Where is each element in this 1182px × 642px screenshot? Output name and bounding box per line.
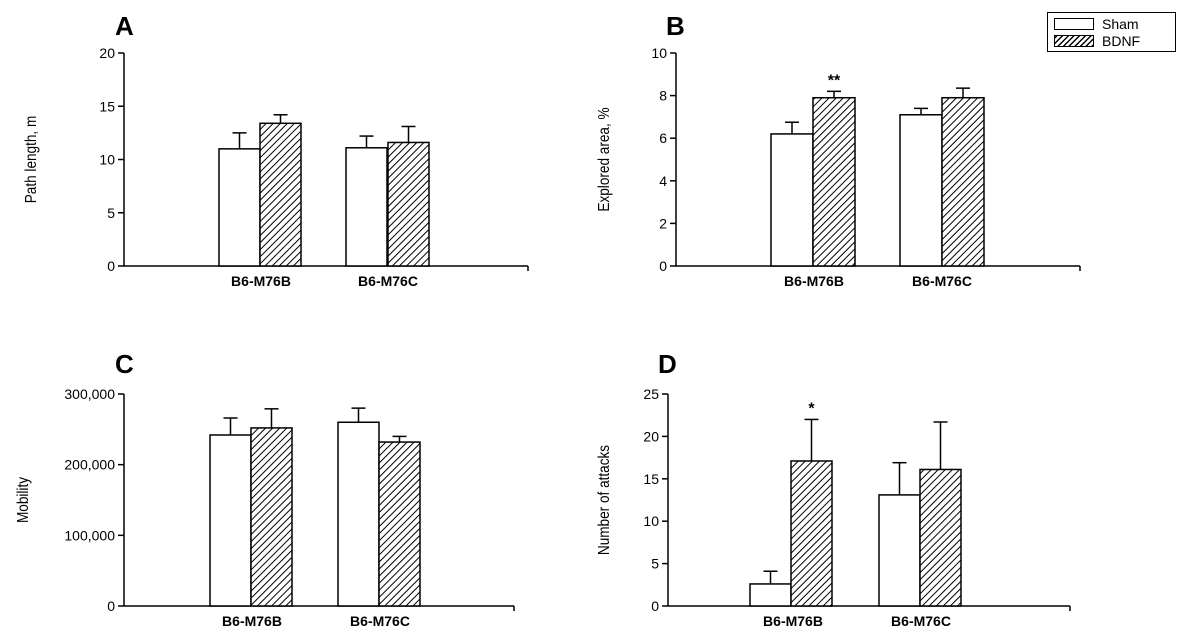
panel-label-a: A bbox=[115, 11, 134, 41]
y-tick-label: 10 bbox=[99, 152, 115, 168]
y-tick-label: 0 bbox=[651, 598, 659, 614]
y-tick-label: 0 bbox=[107, 598, 115, 614]
bar-sham-1 bbox=[770, 133, 814, 267]
bar-bdnf-1 bbox=[790, 460, 833, 607]
bar-bdnf-2 bbox=[387, 141, 430, 267]
y-tick-label: 5 bbox=[107, 205, 115, 221]
legend-swatch-sham bbox=[1054, 17, 1094, 30]
bar-bdnf-2 bbox=[378, 441, 421, 607]
legend-label-bdnf: BDNF bbox=[1102, 32, 1141, 49]
chart-panel-b: 0 2 4 6 8 10 ** B6-M76B B6-M76C Explored area, % B bbox=[596, 11, 1081, 289]
y-tick-label: 15 bbox=[643, 471, 659, 487]
chart-panel-c: 0 100,000 200,000 300,000 B6-M76B B6-M76C Mobi… bbox=[15, 349, 515, 629]
y-tick-label: 0 bbox=[107, 258, 115, 274]
y-tick-label: 2 bbox=[659, 215, 667, 231]
y-axis-title: Explored area, % bbox=[596, 107, 613, 211]
legend: Sham BDNF bbox=[1047, 12, 1176, 52]
bar-sham-2 bbox=[345, 147, 388, 267]
bar-bdnf-1 bbox=[812, 96, 856, 267]
legend-swatch-bdnf bbox=[1054, 34, 1094, 47]
bar-bdnf-1 bbox=[259, 122, 302, 267]
x-category-label: B6-M76C bbox=[350, 613, 410, 629]
chart-panel-a: 0 5 10 15 20 B6-M76B B6-M76C Path length, m A bbox=[23, 11, 529, 289]
legend-item-sham: Sham bbox=[1054, 15, 1139, 32]
y-tick-label: 300,000 bbox=[64, 386, 115, 402]
y-tick-label: 10 bbox=[651, 45, 667, 61]
x-category-label: B6-M76C bbox=[891, 613, 951, 629]
legend-label-sham: Sham bbox=[1102, 15, 1139, 32]
bar-sham-1 bbox=[209, 434, 252, 607]
y-tick-label: 6 bbox=[659, 130, 667, 146]
bar-bdnf-2 bbox=[941, 96, 985, 267]
x-category-label: B6-M76B bbox=[222, 613, 282, 629]
bar-bdnf-1 bbox=[250, 427, 293, 607]
panel-label-b: B bbox=[666, 11, 685, 41]
y-tick-label: 25 bbox=[643, 386, 659, 402]
x-category-label: B6-M76B bbox=[231, 273, 291, 289]
bar-sham-2 bbox=[878, 494, 921, 607]
y-tick-label: 100,000 bbox=[64, 527, 115, 543]
bar-sham-1 bbox=[749, 583, 792, 607]
y-tick-label: 0 bbox=[659, 258, 667, 274]
x-category-label: B6-M76C bbox=[358, 273, 418, 289]
bar-sham-2 bbox=[899, 114, 943, 267]
significance-marker: ** bbox=[828, 72, 841, 89]
chart-panel-d: 0 5 10 15 20 25 * B6-M76B B6-M76C Number of attac… bbox=[596, 349, 1071, 629]
x-category-label: B6-M76B bbox=[784, 273, 844, 289]
y-tick-label: 20 bbox=[99, 45, 115, 61]
y-tick-label: 5 bbox=[651, 556, 659, 572]
y-tick-label: 10 bbox=[643, 513, 659, 529]
panel-label-c: C bbox=[115, 349, 134, 379]
bar-sham-1 bbox=[218, 148, 261, 267]
legend-item-bdnf: BDNF bbox=[1054, 32, 1141, 49]
y-tick-label: 4 bbox=[659, 173, 667, 189]
y-tick-label: 20 bbox=[643, 428, 659, 444]
x-category-label: B6-M76B bbox=[763, 613, 823, 629]
bar-bdnf-2 bbox=[919, 468, 962, 607]
significance-marker: * bbox=[808, 400, 815, 417]
y-tick-label: 8 bbox=[659, 88, 667, 104]
x-category-label: B6-M76C bbox=[912, 273, 972, 289]
bar-sham-2 bbox=[337, 421, 380, 607]
y-axis-title: Number of attacks bbox=[596, 445, 613, 555]
y-tick-label: 15 bbox=[99, 98, 115, 114]
panel-label-d: D bbox=[658, 349, 677, 379]
y-tick-label: 200,000 bbox=[64, 457, 115, 473]
y-axis-title: Path length, m bbox=[23, 116, 40, 204]
y-axis-title: Mobility bbox=[15, 476, 32, 523]
